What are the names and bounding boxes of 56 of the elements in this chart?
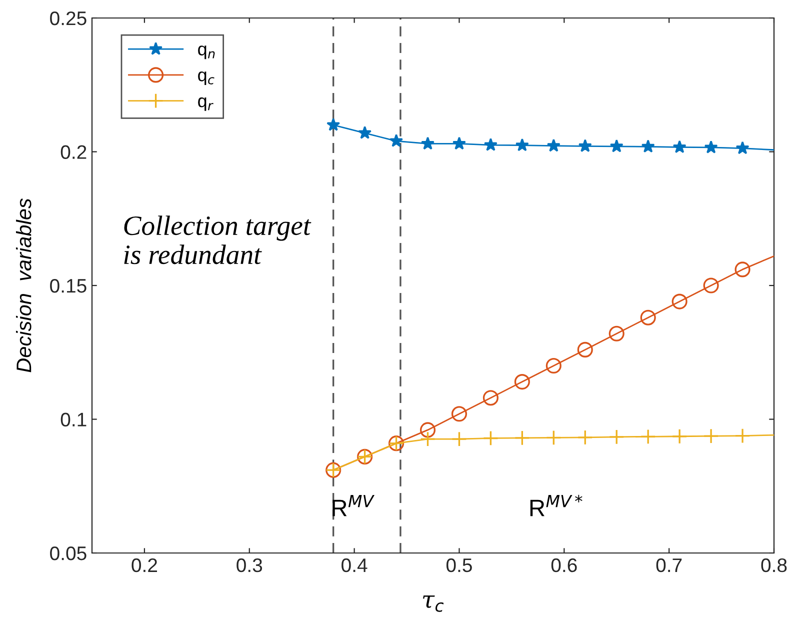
x-tick-label: 0.3 xyxy=(236,558,262,572)
point xyxy=(451,406,468,422)
point xyxy=(578,139,592,152)
point xyxy=(451,431,468,447)
point xyxy=(640,310,656,326)
y-tick-label: 0.05 xyxy=(50,546,86,560)
annotation: Collection target is redundant xyxy=(124,216,312,264)
legend-label: q$_{c}$ xyxy=(198,72,214,85)
y-tick-label: 0.25 xyxy=(50,11,86,26)
x-tick-label: 0.8 xyxy=(761,558,787,572)
point xyxy=(484,138,498,151)
point xyxy=(608,429,624,445)
point xyxy=(326,118,340,131)
point xyxy=(514,374,530,390)
point xyxy=(358,126,372,139)
point xyxy=(546,430,562,446)
point xyxy=(608,326,624,342)
x-tick-label: 0.2 xyxy=(132,558,157,572)
point xyxy=(703,278,719,294)
point xyxy=(734,262,750,278)
point xyxy=(640,428,656,444)
point xyxy=(734,428,750,444)
point xyxy=(546,138,560,152)
y-axis-title: Decision variables xyxy=(16,198,32,372)
point xyxy=(452,136,466,150)
point xyxy=(389,134,404,147)
point xyxy=(736,141,750,154)
point xyxy=(546,358,562,374)
legend-label: q$_{n}$ xyxy=(198,46,215,60)
y-tick-label: 0.2 xyxy=(60,145,86,159)
x-axis-title: τ$_{c}$ xyxy=(423,596,444,612)
point xyxy=(672,428,688,444)
x-tick-label: 0.5 xyxy=(446,558,472,572)
point xyxy=(420,431,436,447)
point xyxy=(482,430,498,446)
y-tick-label: 0.1 xyxy=(60,412,86,426)
x-tick-label: 0.4 xyxy=(342,558,368,572)
y-tick-label: 0.15 xyxy=(50,278,86,293)
annotation: R$^{MV}$ xyxy=(332,495,375,516)
x-tick-label: 0.6 xyxy=(551,558,577,572)
point xyxy=(482,390,498,406)
point xyxy=(672,294,688,310)
point xyxy=(610,139,624,152)
annotation: R$^{MV*}$ xyxy=(530,494,582,516)
point xyxy=(704,140,718,154)
point xyxy=(672,140,686,154)
point xyxy=(577,430,593,446)
point xyxy=(514,430,530,446)
point xyxy=(577,342,593,358)
legend-label: q$_{r}$ xyxy=(198,97,214,111)
point xyxy=(703,428,719,444)
point xyxy=(641,140,655,153)
point xyxy=(515,138,529,152)
point xyxy=(420,422,436,438)
x-tick-label: 0.7 xyxy=(656,558,682,572)
point xyxy=(420,136,435,150)
